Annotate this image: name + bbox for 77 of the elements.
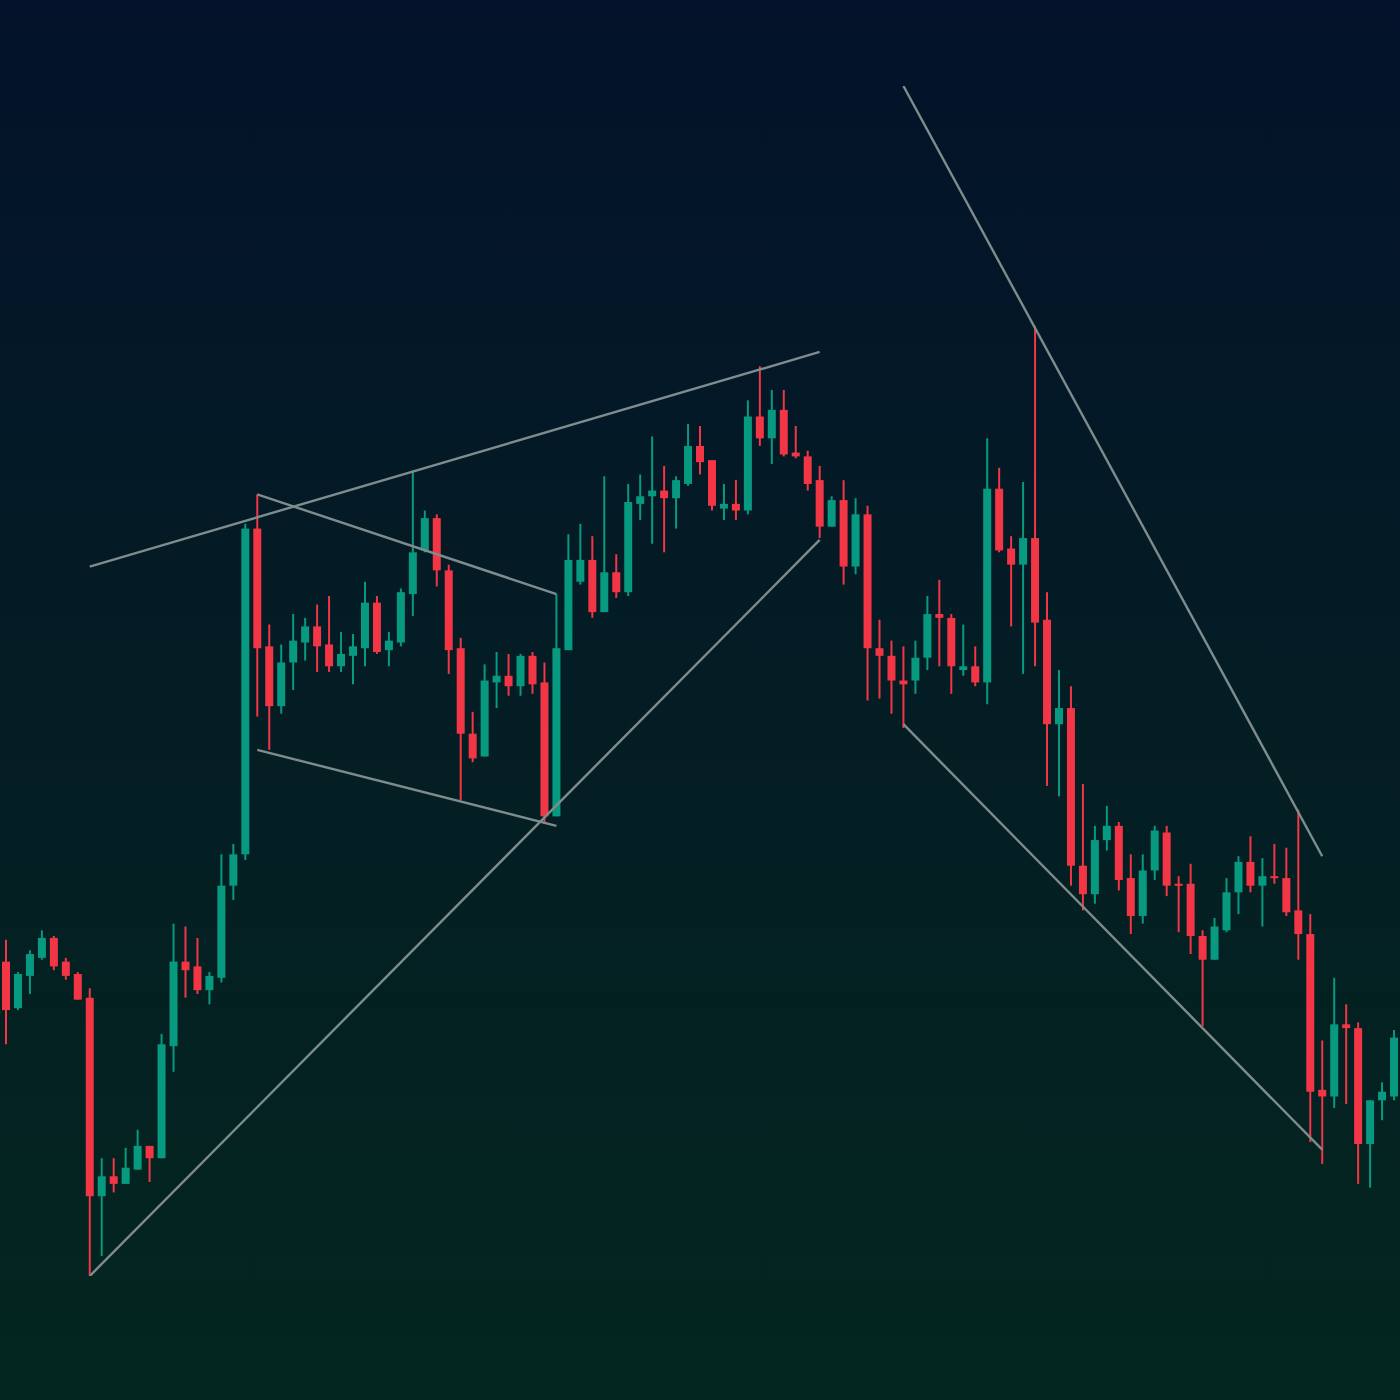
- candlestick: [731, 479, 740, 522]
- candlestick: [301, 616, 310, 662]
- candlestick: [349, 632, 358, 686]
- candlestick: [827, 495, 836, 528]
- candlestick: [815, 464, 824, 540]
- candlestick: [887, 639, 896, 715]
- candlestick: [719, 482, 728, 522]
- candlestick: [1210, 916, 1219, 961]
- candlestick: [911, 639, 920, 695]
- candlestick: [1102, 804, 1111, 852]
- candlestick: [1378, 1081, 1387, 1122]
- candlestick: [37, 929, 46, 961]
- candlestick: [707, 459, 716, 512]
- candlestick: [384, 631, 393, 668]
- candlestick: [420, 509, 429, 554]
- candlestick: [408, 469, 417, 617]
- candlestick: [1294, 808, 1303, 961]
- candlestick: [229, 842, 238, 901]
- candlestick: [672, 475, 681, 530]
- candlestick: [516, 652, 525, 697]
- candlestick: [1174, 875, 1183, 934]
- candlestick: [49, 935, 58, 972]
- candlestick: [181, 925, 190, 999]
- candlestick: [803, 449, 812, 492]
- candlestick: [1150, 824, 1159, 881]
- candlestick: [1198, 929, 1207, 1028]
- candlestick: [576, 522, 585, 586]
- candlestick: [696, 425, 705, 476]
- candlestick: [971, 645, 980, 688]
- candlestick: [1318, 1039, 1327, 1165]
- candlestick: [1126, 853, 1135, 936]
- candlestick: [133, 1128, 142, 1171]
- candlestick: [277, 643, 286, 715]
- candlestick: [660, 464, 669, 554]
- candlestick: [25, 949, 34, 995]
- candlestick: [767, 388, 776, 465]
- candlestick: [935, 578, 944, 668]
- candlestick: [468, 710, 477, 764]
- candlestick: [492, 651, 501, 710]
- candlestick: [145, 1144, 154, 1183]
- candlestick: [1246, 835, 1255, 894]
- candlestick: [636, 473, 645, 522]
- candlestick: [600, 475, 609, 614]
- candlestick: [61, 956, 70, 981]
- candlestick: [360, 580, 369, 668]
- candlestick: [73, 971, 82, 1001]
- candlestick: [1342, 1003, 1351, 1106]
- candlestick: [109, 1157, 118, 1194]
- candlestick: [13, 971, 22, 1012]
- candlestick: [193, 936, 202, 995]
- candlestick: [923, 595, 932, 672]
- candlestick: [875, 618, 884, 700]
- candlestick: [313, 603, 322, 673]
- candlestick: [684, 423, 693, 487]
- candlestick: [1222, 877, 1231, 934]
- candlestick: [1138, 853, 1147, 925]
- candlestick: [325, 595, 334, 673]
- candlestick: [205, 971, 214, 1006]
- candlestick: [504, 652, 513, 697]
- candlestick: [1007, 535, 1016, 628]
- candlestick: [1019, 481, 1028, 675]
- candlestick: [528, 651, 537, 695]
- candlestick: [1282, 846, 1291, 918]
- candlestick: [1054, 669, 1063, 798]
- candlestick: [755, 365, 764, 447]
- candlestick: [1366, 1099, 1375, 1189]
- candlestick: [612, 553, 621, 599]
- candlestick: [121, 1146, 130, 1185]
- candlestick: [1258, 857, 1267, 928]
- candlestick: [1078, 783, 1087, 912]
- candlestick: [97, 1157, 106, 1258]
- candlestick: [779, 388, 788, 458]
- candlestick: [959, 623, 968, 677]
- candlestick: [289, 613, 298, 692]
- candlestick: [1270, 842, 1279, 885]
- candlestick: [337, 631, 346, 673]
- candlestick: [1234, 855, 1243, 916]
